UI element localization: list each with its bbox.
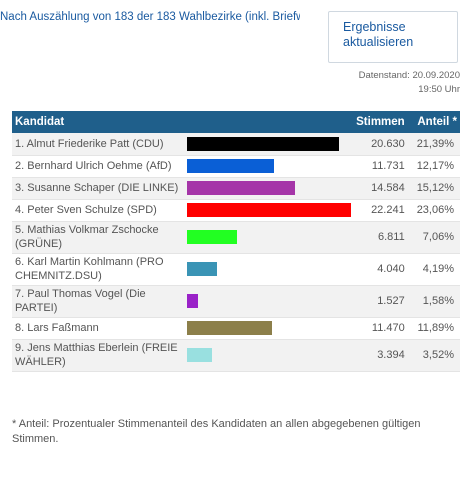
candidate-name: 4. Peter Sven Schulze (SPD)	[12, 199, 186, 222]
candidate-row: 4. Peter Sven Schulze (SPD) 22.241 23,06%	[12, 199, 460, 222]
candidate-row: 5. Mathias Volkmar Zschocke (GRÜNE) 6.811…	[12, 221, 460, 254]
candidate-row: 7. Paul Thomas Vogel (Die PARTEI) 1.527 1,…	[12, 285, 460, 318]
share-bar-cell	[185, 285, 354, 318]
data-timestamp-time: 19:50 Uhr	[418, 84, 460, 95]
candidate-share: 12,17%	[407, 155, 460, 178]
share-bar-cell	[185, 177, 354, 200]
candidate-row: 1. Almut Friederike Patt (CDU) 20.630 21,3…	[12, 133, 460, 156]
share-bar-cell	[185, 199, 354, 222]
share-bar	[187, 203, 352, 217]
candidate-votes: 11.731	[353, 155, 408, 178]
share-bar	[187, 262, 218, 276]
candidate-name: 3. Susanne Schaper (DIE LINKE)	[12, 177, 186, 200]
share-bar	[187, 230, 238, 244]
candidate-share: 4,19%	[407, 253, 460, 286]
share-bar-cell	[185, 155, 354, 178]
share-bar	[187, 294, 199, 308]
results-body: 1. Almut Friederike Patt (CDU) 20.630 21,3…	[12, 133, 460, 372]
table-header-row: Kandidat Stimmen Anteil *	[12, 111, 460, 133]
share-bar-cell	[185, 339, 354, 372]
candidate-row: 8. Lars Faßmann 11.470 11,89%	[12, 317, 460, 340]
share-bar-cell	[185, 133, 354, 156]
share-bar-cell	[185, 253, 354, 286]
share-bar	[187, 181, 296, 195]
candidate-votes: 22.241	[353, 199, 408, 222]
candidate-name: 5. Mathias Volkmar Zschocke (GRÜNE)	[12, 221, 186, 254]
candidate-row: 2. Bernhard Ulrich Oehme (AfD) 11.731 12,1…	[12, 155, 460, 178]
share-bar-cell	[185, 317, 354, 340]
share-bar	[187, 159, 275, 173]
candidate-share: 15,12%	[407, 177, 460, 200]
col-header-share: Anteil *	[407, 111, 460, 133]
share-bar-cell	[185, 221, 354, 254]
candidate-row: 9. Jens Matthias Eberlein (FREIE WÄHLER)…	[12, 339, 460, 372]
share-bar	[187, 348, 213, 362]
candidate-votes: 4.040	[353, 253, 408, 286]
candidate-votes: 3.394	[353, 339, 408, 372]
refresh-results-button[interactable]: Ergebnisse aktualisieren	[328, 11, 458, 63]
candidate-name: 2. Bernhard Ulrich Oehme (AfD)	[12, 155, 186, 178]
candidate-share: 1,58%	[407, 285, 460, 318]
candidate-votes: 6.811	[353, 221, 408, 254]
candidate-row: 3. Susanne Schaper (DIE LINKE) 14.584 15,1…	[12, 177, 460, 200]
candidate-votes: 20.630	[353, 133, 408, 156]
candidate-share: 23,06%	[407, 199, 460, 222]
candidate-share: 11,89%	[407, 317, 460, 340]
share-bar	[187, 136, 340, 151]
col-header-candidate: Kandidat	[12, 111, 354, 133]
results-table: Kandidat Stimmen Anteil * 1. Almut Fried…	[12, 111, 460, 372]
candidate-votes: 1.527	[353, 285, 408, 318]
count-status-text: Nach Auszählung von 183 der 183 Wahlbezi…	[0, 11, 300, 23]
candidate-name: 8. Lars Faßmann	[12, 317, 186, 340]
candidate-votes: 14.584	[353, 177, 408, 200]
candidate-name: 7. Paul Thomas Vogel (Die PARTEI)	[12, 285, 186, 318]
candidate-name: 9. Jens Matthias Eberlein (FREIE WÄHLER)	[12, 339, 186, 372]
candidate-share: 3,52%	[407, 339, 460, 372]
share-bar	[187, 321, 273, 335]
data-timestamp-date: Datenstand: 20.09.2020	[358, 70, 460, 81]
candidate-votes: 11.470	[353, 317, 408, 340]
candidate-share: 21,39%	[407, 133, 460, 156]
candidate-row: 6. Karl Martin Kohlmann (PRO CHEMNITZ.DS…	[12, 253, 460, 286]
candidate-share: 7,06%	[407, 221, 460, 254]
footnote-text: * Anteil: Prozentualer Stimmenanteil des…	[12, 418, 421, 445]
candidate-name: 1. Almut Friederike Patt (CDU)	[12, 133, 186, 156]
col-header-votes: Stimmen	[353, 111, 408, 133]
candidate-name: 6. Karl Martin Kohlmann (PRO CHEMNITZ.DS…	[12, 253, 186, 286]
